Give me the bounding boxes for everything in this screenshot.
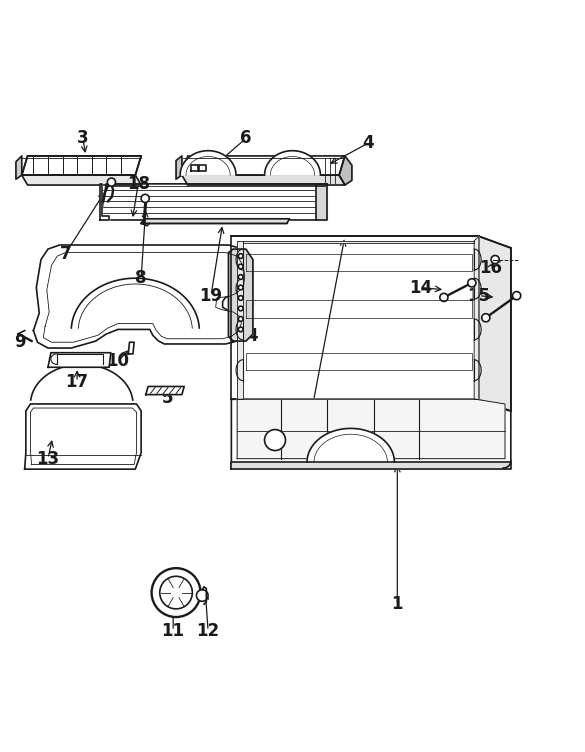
Circle shape <box>512 292 521 300</box>
Circle shape <box>197 590 208 602</box>
Polygon shape <box>22 175 141 185</box>
Circle shape <box>108 178 115 186</box>
Polygon shape <box>479 236 511 411</box>
Polygon shape <box>182 175 345 185</box>
Polygon shape <box>48 353 111 367</box>
Polygon shape <box>146 387 184 395</box>
Circle shape <box>238 296 243 300</box>
Text: 6: 6 <box>240 129 252 147</box>
Text: 5: 5 <box>161 389 173 407</box>
Polygon shape <box>229 249 253 341</box>
Text: 13: 13 <box>36 450 60 468</box>
Circle shape <box>468 279 476 287</box>
Polygon shape <box>199 165 207 171</box>
Polygon shape <box>231 236 479 399</box>
Polygon shape <box>307 429 394 462</box>
Polygon shape <box>101 184 328 220</box>
Text: 2: 2 <box>304 411 316 429</box>
Polygon shape <box>237 241 243 399</box>
Text: 15: 15 <box>467 287 490 305</box>
Polygon shape <box>176 156 182 179</box>
Text: 12: 12 <box>197 622 219 640</box>
Polygon shape <box>128 342 134 354</box>
Circle shape <box>238 317 243 321</box>
Circle shape <box>238 285 243 290</box>
Text: 16: 16 <box>479 259 502 277</box>
Text: 3: 3 <box>77 129 89 147</box>
Circle shape <box>481 314 490 322</box>
Text: 8: 8 <box>135 269 147 287</box>
Polygon shape <box>182 156 345 175</box>
Circle shape <box>152 568 201 617</box>
Circle shape <box>264 429 285 450</box>
Circle shape <box>238 327 243 332</box>
Circle shape <box>160 576 192 609</box>
Circle shape <box>141 194 149 202</box>
Polygon shape <box>180 150 236 175</box>
Polygon shape <box>231 462 511 469</box>
Text: 7: 7 <box>60 244 71 262</box>
Circle shape <box>440 293 448 302</box>
Circle shape <box>238 274 243 279</box>
Text: 11: 11 <box>161 622 185 640</box>
Text: 4: 4 <box>362 134 374 152</box>
Polygon shape <box>316 184 328 220</box>
Polygon shape <box>237 399 505 459</box>
Text: 4: 4 <box>246 327 257 345</box>
Circle shape <box>238 253 243 259</box>
Polygon shape <box>22 156 141 175</box>
Text: 10: 10 <box>106 353 129 371</box>
Polygon shape <box>25 404 141 469</box>
Polygon shape <box>141 219 290 223</box>
Text: 18: 18 <box>127 175 150 193</box>
Polygon shape <box>243 241 474 243</box>
Polygon shape <box>231 399 511 463</box>
Polygon shape <box>339 156 352 185</box>
Polygon shape <box>474 236 479 399</box>
Text: 17: 17 <box>66 373 89 391</box>
Polygon shape <box>191 165 198 171</box>
Circle shape <box>238 264 243 269</box>
Text: 1: 1 <box>391 596 403 613</box>
Circle shape <box>491 256 499 264</box>
Circle shape <box>238 306 243 311</box>
Polygon shape <box>16 156 22 179</box>
Text: 19: 19 <box>199 287 222 305</box>
Text: 14: 14 <box>409 278 432 296</box>
Text: 9: 9 <box>14 333 26 351</box>
Polygon shape <box>101 184 109 220</box>
Polygon shape <box>264 150 321 175</box>
Polygon shape <box>33 245 253 348</box>
